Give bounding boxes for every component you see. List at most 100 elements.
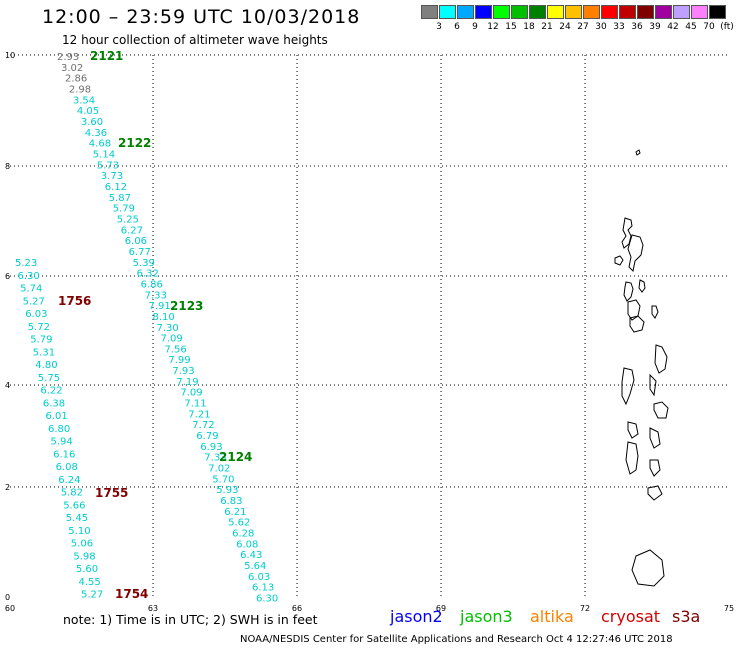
swh-value-label: 3.60 (81, 117, 103, 128)
swh-value-label: 7.09 (161, 334, 183, 345)
swh-value-label: 5.45 (66, 513, 88, 524)
legend-swatch (529, 5, 546, 19)
swh-value-label: 5.93 (216, 485, 238, 496)
x-tick-label: 60 (5, 604, 15, 613)
swh-value-label: 7.11 (184, 399, 206, 410)
legend-label: 33 (613, 22, 625, 32)
swh-value-label: 6.32 (137, 269, 159, 280)
legend-swatch (547, 5, 564, 19)
legend-swatch (655, 5, 672, 19)
swh-value-label: 7.72 (192, 420, 214, 431)
swh-value-label: 6.06 (125, 236, 147, 247)
satellite-label-cryosat: cryosat (601, 607, 661, 626)
legend-label: 70 (703, 22, 715, 32)
legend-label: 15 (505, 22, 517, 32)
legend-swatch (673, 5, 690, 19)
legend-swatch (583, 5, 600, 19)
legend-label: 39 (649, 22, 661, 32)
swh-value-label: 5.70 (212, 474, 234, 485)
legend-label: 18 (523, 22, 535, 32)
swh-value-label: 5.79 (113, 204, 135, 215)
swh-value-label: 5.31 (33, 347, 55, 358)
legend-label: 42 (667, 22, 679, 32)
legend-swatch (619, 5, 636, 19)
swh-value-label: 4.80 (35, 360, 57, 371)
swh-value-label: 6.30 (256, 594, 278, 605)
swh-value-label: 7.99 (168, 355, 190, 366)
swh-value-label: 5.64 (244, 561, 266, 572)
legend-swatch (421, 5, 438, 19)
swh-value-label: 6.08 (56, 462, 78, 473)
swh-value-label: 6.16 (53, 449, 75, 460)
swh-value-label: 5.87 (109, 193, 131, 204)
swh-value-label: 5.10 (68, 526, 90, 537)
swh-value-label: 5.60 (76, 564, 98, 575)
y-tick-label: 2 (5, 483, 10, 492)
swh-value-label: 3.54 (73, 95, 95, 106)
legend-label: 24 (559, 22, 571, 32)
swh-value-label: 7.30 (157, 323, 179, 334)
satellite-label-altika: altika (530, 607, 574, 626)
swh-value-label: 6.13 (252, 583, 274, 594)
swh-value-label: 6.93 (200, 442, 222, 453)
swh-value-label: 5.98 (73, 551, 95, 562)
swh-value-label: 5.14 (93, 150, 115, 161)
swh-value-label: 3.73 (101, 171, 123, 182)
swh-value-label: 4.55 (79, 577, 101, 588)
swh-value-label: 7.56 (165, 344, 187, 355)
island-outline (627, 421, 639, 439)
swh-value-label: 6.86 (141, 279, 163, 290)
island-outline (653, 401, 669, 419)
swh-value-label: 7.19 (176, 377, 198, 388)
y-tick-label: 8 (5, 162, 10, 171)
swh-value-label: 4.05 (77, 106, 99, 117)
swh-value-label: 5.25 (117, 214, 139, 225)
legend-label: (ft) (720, 22, 734, 32)
pass-number-label: 1755 (95, 486, 128, 500)
y-tick-label: 10 (5, 51, 15, 60)
swh-value-label: 5.23 (15, 258, 37, 269)
swh-value-label: 5.66 (63, 500, 85, 511)
swh-value-label: 6.01 (46, 411, 68, 422)
x-tick-label: 66 (292, 604, 302, 613)
island-outline (621, 217, 633, 249)
x-tick-label: 72 (580, 604, 590, 613)
x-tick-label: 63 (148, 604, 158, 613)
swh-value-label: 6.79 (196, 431, 218, 442)
swh-value-label: 3.02 (61, 63, 83, 74)
swh-value-label: 7.02 (208, 464, 230, 475)
swh-value-label: 8.10 (153, 312, 175, 323)
legend-swatch (475, 5, 492, 19)
pass-number-label: 1754 (115, 587, 148, 601)
satellite-label-jason2: jason2 (390, 607, 443, 626)
swh-value-label: 6.03 (25, 309, 47, 320)
island-outline (614, 255, 624, 266)
swh-value-label: 7.33 (204, 453, 226, 464)
swh-value-label: 4.68 (89, 139, 111, 150)
swh-value-label: 6.27 (121, 225, 143, 236)
legend-swatch (439, 5, 456, 19)
pass-number-label: 2123 (170, 299, 203, 313)
island-outline (651, 305, 659, 319)
swh-value-label: 7.91 (149, 301, 171, 312)
island-outline (649, 459, 661, 477)
legend-label: 3 (436, 22, 442, 32)
legend-label: 21 (541, 22, 553, 32)
island-outline (623, 281, 634, 302)
swh-value-label: 6.24 (58, 475, 80, 486)
legend-label: 9 (472, 22, 478, 32)
legend-swatch (691, 5, 708, 19)
swh-value-label: 5.27 (23, 296, 45, 307)
swh-value-label: 6.83 (220, 496, 242, 507)
swh-value-label: 6.77 (129, 247, 151, 258)
track-labels: 2.933.022.862.983.544.053.604.364.685.14… (15, 49, 278, 605)
y-tick-label: 0 (5, 593, 10, 602)
credit-footer: NOAA/NESDIS Center for Satellite Applica… (240, 634, 673, 645)
island-outline (625, 441, 639, 475)
legend-label: 6 (454, 22, 460, 32)
axis-ticks: 60 63 66 69 72 75 0 2 4 6 8 10 (5, 51, 734, 613)
island-outline (654, 344, 668, 374)
swh-value-label: 6.12 (105, 182, 127, 193)
swh-value-label: 6.28 (232, 529, 254, 540)
